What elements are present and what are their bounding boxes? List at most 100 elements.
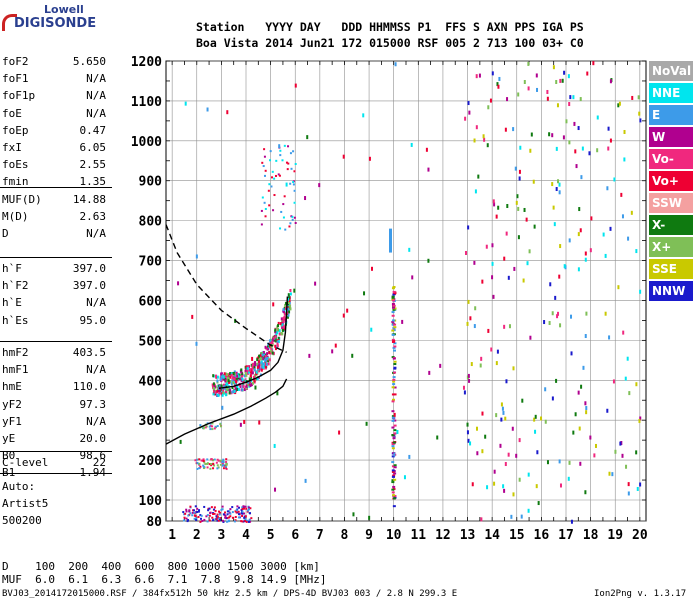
param-name: hmF2 xyxy=(2,346,29,359)
echo-point xyxy=(263,148,266,151)
echo-point xyxy=(222,461,225,464)
y-tick-label: 500 xyxy=(139,334,163,349)
echo-point xyxy=(521,398,524,403)
echo-point xyxy=(225,374,228,378)
echo-point xyxy=(565,119,568,124)
echo-point xyxy=(231,516,234,519)
echo-point xyxy=(288,225,291,228)
echo-point xyxy=(596,148,599,153)
echo-point xyxy=(391,442,395,445)
param-value: 2.63 xyxy=(79,210,107,224)
param-name: hmE xyxy=(2,380,22,394)
echo-point xyxy=(231,511,234,514)
echo-point xyxy=(250,383,253,387)
echo-point xyxy=(241,510,244,513)
echo-point xyxy=(206,107,209,112)
echo-point xyxy=(274,330,277,334)
echo-point xyxy=(503,324,506,329)
echo-point xyxy=(286,168,289,171)
echo-point xyxy=(553,222,556,227)
echo-point xyxy=(249,384,252,388)
echo-point xyxy=(584,490,587,495)
echo-point xyxy=(261,161,264,164)
echo-point xyxy=(220,372,223,376)
param-row-foes: foEs 2.55 xyxy=(2,158,106,174)
echo-point xyxy=(464,250,467,255)
echo-point xyxy=(515,200,518,205)
echo-point xyxy=(291,215,294,218)
echo-point xyxy=(222,375,225,379)
param-value: 14.88 xyxy=(72,193,106,206)
param-value: 397.0 xyxy=(72,262,106,275)
echo-point xyxy=(241,388,244,392)
echo-point xyxy=(463,390,466,395)
x-tick-label: 4 xyxy=(242,528,250,543)
legend-item-x: X- xyxy=(649,215,693,235)
echo-point xyxy=(237,510,240,513)
echo-point xyxy=(267,359,270,363)
echo-point xyxy=(251,369,254,373)
echo-point xyxy=(216,516,219,519)
echo-point xyxy=(518,176,521,181)
echo-point xyxy=(580,384,583,389)
echo-point xyxy=(392,437,396,440)
param-row-hf2: h`F2 397.0 xyxy=(2,279,106,295)
echo-point xyxy=(195,254,198,259)
echo-point xyxy=(512,492,515,497)
echo-point xyxy=(253,379,256,383)
echo-point xyxy=(226,110,229,115)
logo-swoosh-icon xyxy=(2,14,17,31)
echo-point xyxy=(247,520,250,523)
echo-point xyxy=(198,509,201,512)
x-tick-label: 1 xyxy=(168,528,176,543)
echo-point xyxy=(631,95,634,100)
echo-point xyxy=(199,465,202,468)
echo-point xyxy=(229,512,232,515)
echo-point xyxy=(199,520,202,523)
echo-point xyxy=(253,361,256,365)
echo-point xyxy=(555,146,558,151)
echo-point xyxy=(639,118,642,123)
echo-point xyxy=(226,387,229,391)
echo-point xyxy=(208,425,211,428)
echo-point xyxy=(185,508,188,511)
echo-point xyxy=(483,137,486,142)
echo-point xyxy=(224,514,227,517)
echo-point xyxy=(490,347,493,352)
echo-point xyxy=(481,279,484,284)
x-tick-label: 13 xyxy=(460,528,476,543)
echo-point xyxy=(577,267,580,272)
echo-point xyxy=(188,510,191,513)
echo-point xyxy=(220,388,223,392)
echo-point xyxy=(277,321,280,325)
echo-point xyxy=(266,345,269,349)
echo-point xyxy=(283,327,286,331)
echo-point xyxy=(198,458,201,461)
echo-point xyxy=(293,189,296,192)
echo-point xyxy=(585,406,588,411)
echo-point xyxy=(208,507,211,510)
echo-point xyxy=(222,388,225,392)
echo-point xyxy=(486,485,489,490)
param-name: h`Es xyxy=(2,313,29,327)
echo-point xyxy=(202,465,205,468)
echo-point xyxy=(197,510,200,513)
echo-point xyxy=(188,509,191,512)
param-row-he: h`E N/A xyxy=(2,296,106,312)
echo-point xyxy=(270,176,273,179)
echo-point xyxy=(517,92,520,97)
echo-point xyxy=(221,393,224,397)
digisonde-logo: Lowell DIGISONDE xyxy=(0,0,96,36)
echo-point xyxy=(534,414,537,419)
echo-point xyxy=(558,190,561,195)
echo-point xyxy=(212,374,215,378)
echo-point xyxy=(584,257,587,262)
echo-point xyxy=(391,410,395,413)
echo-point xyxy=(331,349,334,354)
echo-point xyxy=(352,512,355,517)
echo-point xyxy=(226,510,229,513)
param-name: foEs xyxy=(2,158,29,172)
echo-point xyxy=(281,159,284,162)
echo-point xyxy=(247,508,250,511)
echo-point xyxy=(194,517,197,520)
